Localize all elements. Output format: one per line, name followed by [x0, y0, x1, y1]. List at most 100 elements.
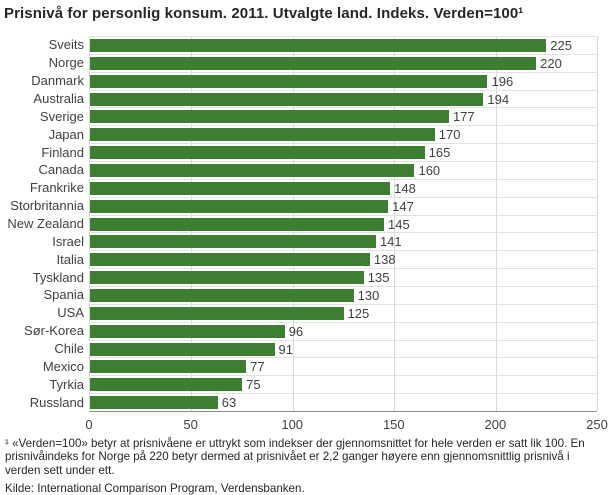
value-label: 138	[373, 252, 396, 268]
value-label: 160	[418, 162, 441, 178]
bar	[90, 38, 547, 52]
bar	[90, 271, 364, 285]
x-tick-label: 100	[281, 417, 304, 432]
country-label: Frankrike	[29, 180, 84, 196]
value-label: 130	[357, 287, 380, 303]
value-label: 225	[550, 37, 572, 53]
bar-row: 130	[90, 286, 597, 304]
gridline	[495, 36, 497, 411]
country-label: New Zealand	[7, 216, 84, 232]
country-label: Norge	[48, 55, 84, 71]
source-text: Kilde: International Comparison Program,…	[5, 481, 305, 495]
value-label: 194	[487, 91, 510, 107]
value-label: 196	[491, 73, 514, 89]
country-label: Sverige	[39, 108, 84, 124]
country-label: Japan	[48, 126, 84, 142]
x-tick-label: 250	[586, 417, 608, 432]
bar	[90, 235, 376, 249]
x-tick-label: 200	[484, 417, 507, 432]
country-label: Danmark	[31, 73, 84, 89]
gridline	[394, 36, 396, 411]
bar	[90, 342, 275, 356]
bar-row: 91	[90, 339, 597, 358]
bar-row: 125	[90, 303, 597, 322]
bar-row: 160	[90, 161, 597, 179]
bar	[90, 306, 344, 320]
value-label: 148	[394, 180, 416, 196]
value-label: 96	[288, 323, 304, 339]
bar-row: 75	[90, 375, 597, 393]
bar-row: 165	[90, 143, 597, 161]
bar	[90, 288, 354, 302]
value-label: 170	[438, 127, 461, 143]
country-label: Australia	[33, 91, 84, 106]
value-label: 145	[388, 216, 410, 232]
bar-row: 63	[90, 393, 597, 411]
country-label: Sør-Korea	[24, 323, 84, 339]
bar	[90, 128, 435, 142]
bar-rows: 225 220 196 194 177 170 165 160 148 147 145 141 138 1…	[90, 36, 597, 411]
country-label: Storbritannia	[10, 198, 84, 214]
bar-row: 147	[90, 196, 597, 215]
bar-row: 196	[90, 71, 597, 90]
bar	[90, 217, 385, 231]
country-label: Mexico	[42, 358, 84, 374]
value-label: 63	[221, 395, 237, 411]
country-label: Tyrkia	[49, 376, 84, 392]
country-label: Finland	[41, 144, 84, 160]
x-tick-label: 0	[85, 417, 93, 432]
bar	[90, 253, 370, 267]
bar	[90, 378, 243, 392]
bar-row: 145	[90, 214, 597, 233]
bar-row: 138	[90, 250, 597, 268]
x-tick-label: 150	[382, 417, 405, 432]
value-label: 125	[347, 305, 370, 321]
country-label: Chile	[54, 341, 84, 357]
value-label: 135	[367, 270, 390, 286]
value-label: 165	[428, 145, 451, 161]
country-label: Israel	[52, 233, 84, 249]
value-label: 220	[540, 55, 562, 71]
bar-row: 220	[90, 53, 597, 72]
bar	[90, 163, 415, 177]
bar	[90, 146, 425, 160]
bar	[90, 56, 537, 70]
plot-area: 225 220 196 194 177 170 165 160 148 147 145 141 138 1…	[89, 36, 598, 412]
bar-row: 96	[90, 321, 597, 340]
bar-row: 177	[90, 107, 597, 125]
country-label: USA	[57, 305, 84, 321]
country-label: Sveits	[48, 37, 84, 53]
gridline	[597, 36, 598, 411]
bar-row: 170	[90, 125, 597, 143]
y-axis-labels: Sveits Norge Danmark Australia Sverige Japan F…	[4, 36, 89, 411]
bar	[90, 181, 391, 195]
country-label: Tyskland	[32, 269, 84, 285]
bar	[90, 396, 218, 410]
bar-row: 141	[90, 232, 597, 250]
bar-row: 77	[90, 357, 597, 375]
value-label: 77	[250, 359, 265, 375]
footnotes: ¹ «Verden=100» betyr at prisnivåene er u…	[4, 437, 597, 495]
country-label: Russland	[29, 394, 84, 410]
value-label: 75	[246, 377, 261, 393]
country-label: Italia	[56, 251, 84, 267]
bar	[90, 360, 247, 374]
bar	[90, 74, 488, 88]
value-label: 147	[392, 198, 414, 214]
value-label: 141	[379, 234, 402, 250]
bar-row: 225	[90, 36, 597, 54]
country-label: Canada	[38, 162, 84, 178]
bar	[90, 199, 389, 213]
bar	[90, 324, 285, 338]
x-tick-label: 50	[183, 417, 198, 432]
bar	[90, 92, 484, 106]
bar	[90, 110, 449, 124]
x-axis: 0 50 100 150 200 250	[85, 412, 607, 434]
bar-row: 148	[90, 178, 597, 197]
chart-title: Prisnivå for personlig konsum. 2011. Utv…	[4, 5, 524, 22]
footnote-text: ¹ «Verden=100» betyr at prisnivåene er u…	[5, 437, 585, 477]
bar-row: 135	[90, 268, 597, 286]
value-label: 177	[452, 109, 475, 125]
bar-row: 194	[90, 89, 597, 108]
